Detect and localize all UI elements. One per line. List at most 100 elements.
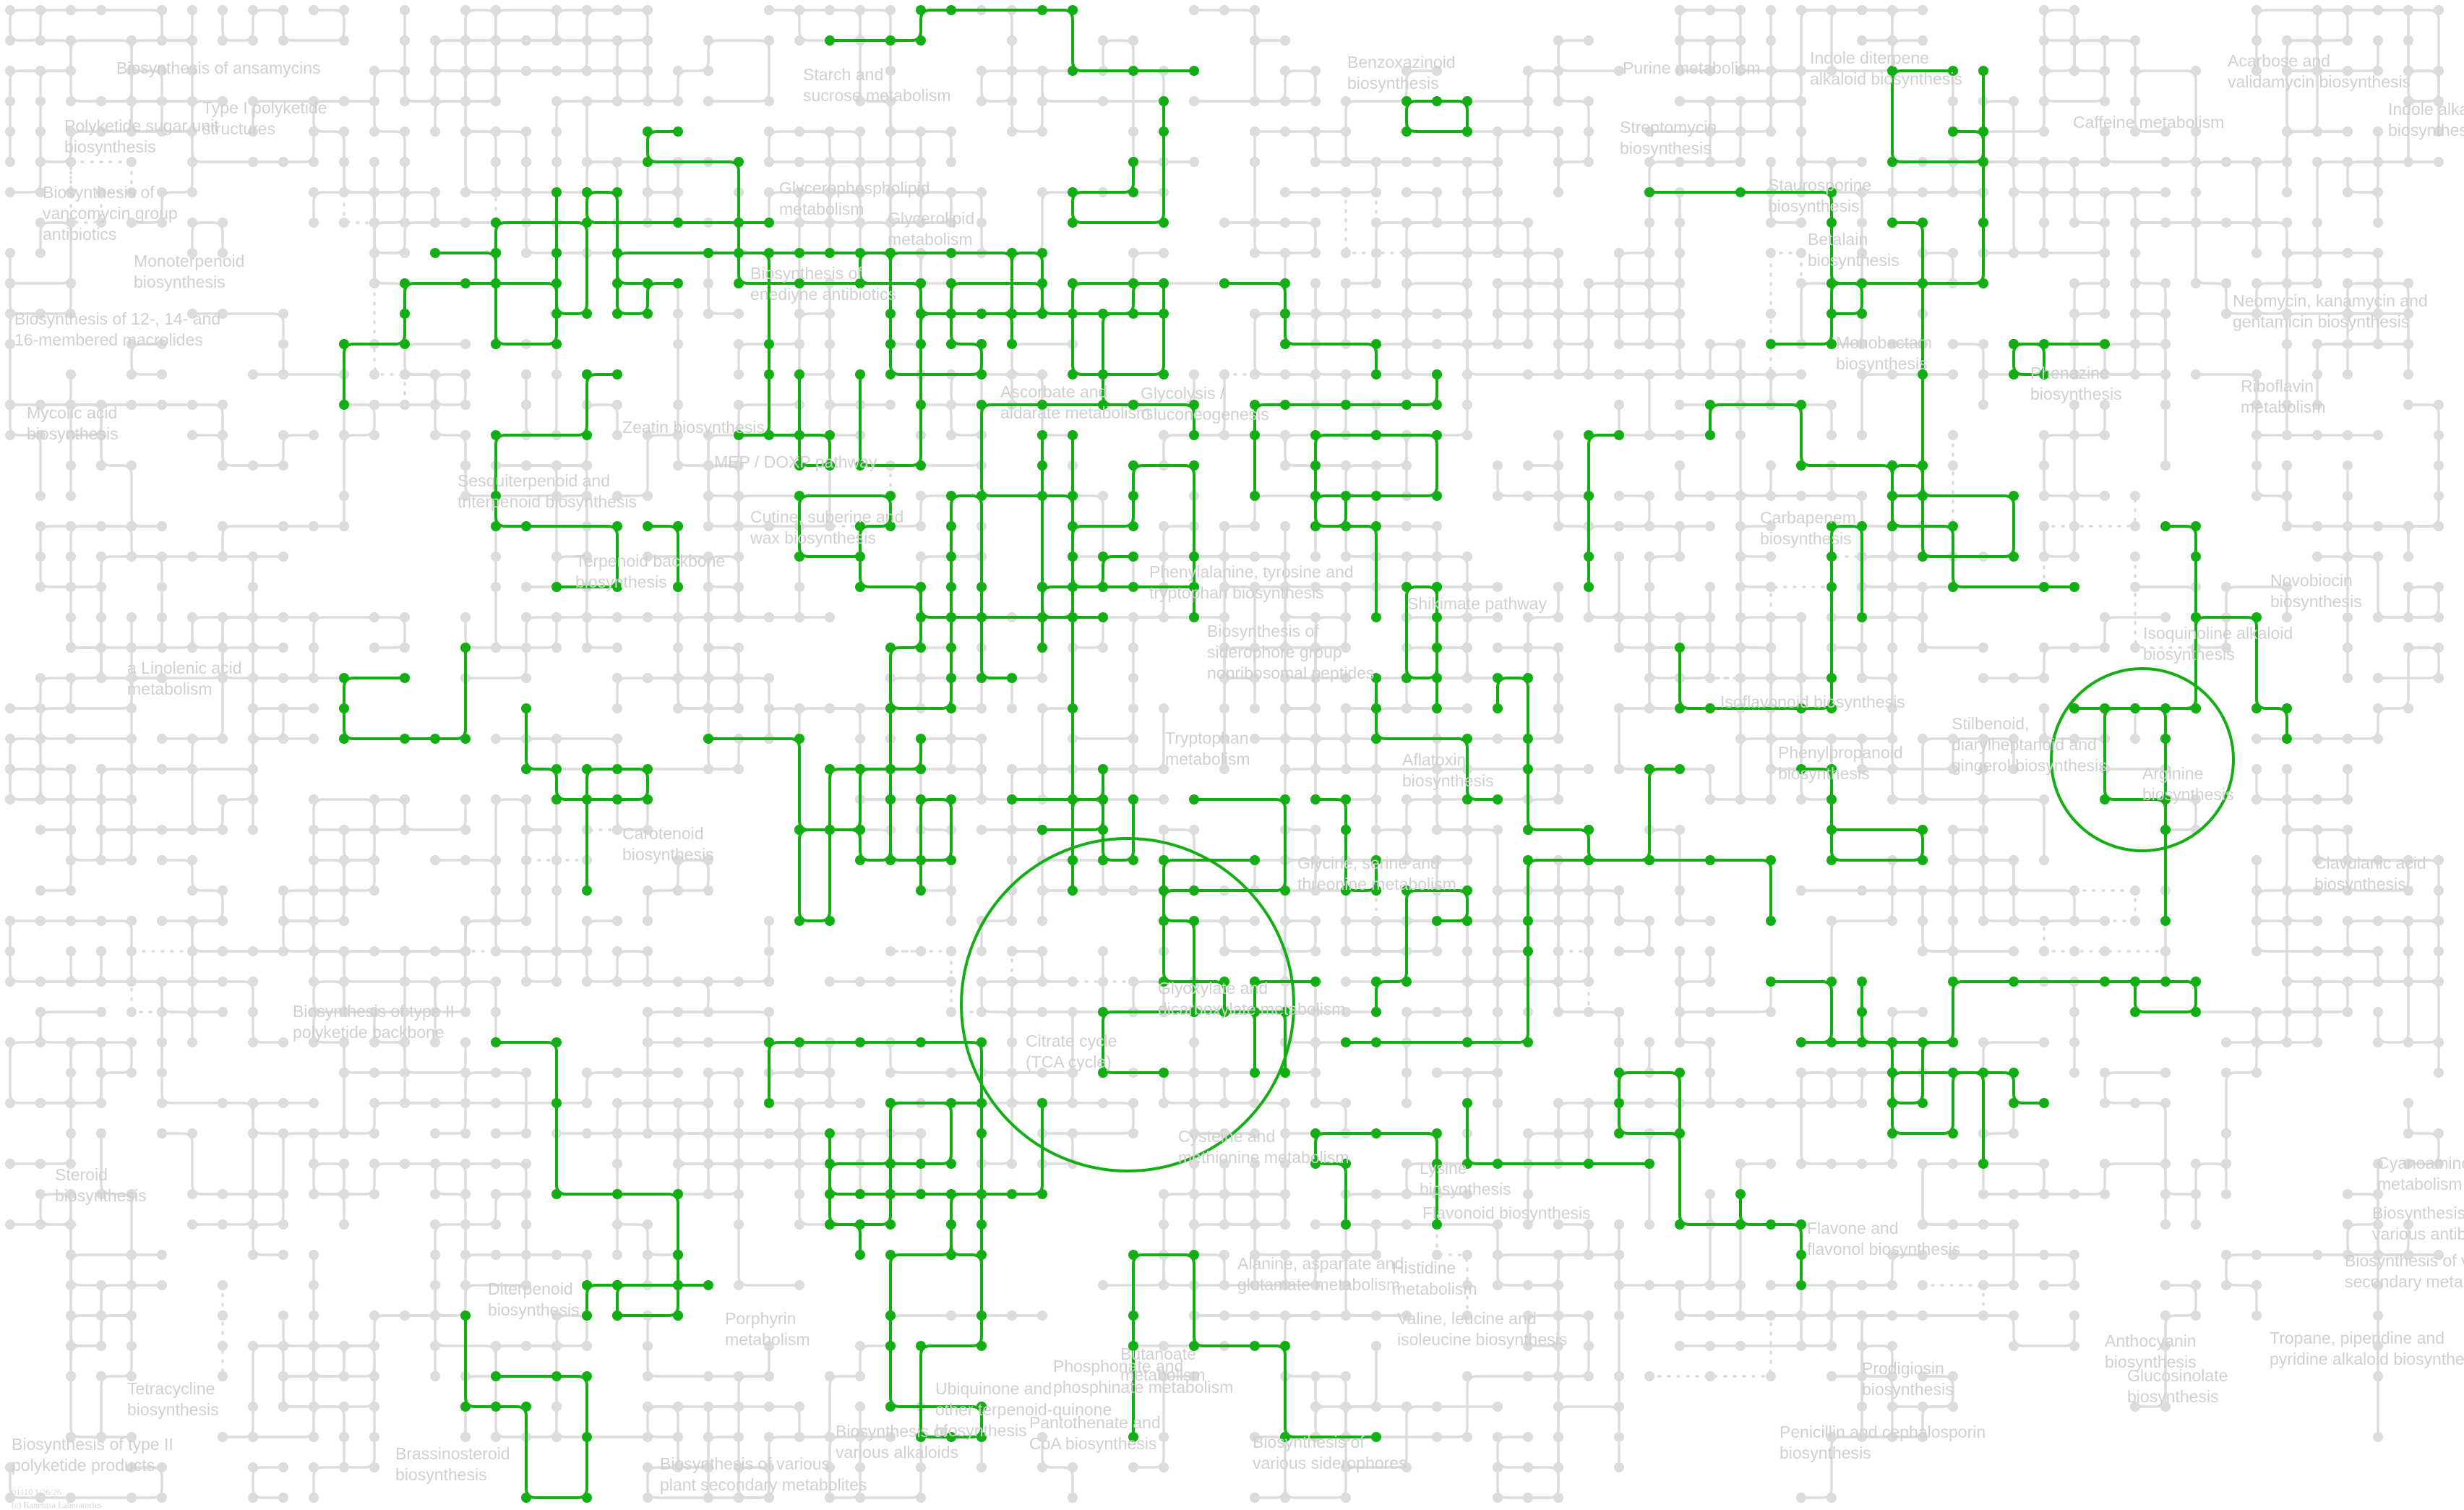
svg-text:Tetracycline: Tetracycline [127,1379,215,1398]
svg-text:biosynthesis: biosynthesis [55,1186,147,1205]
svg-text:Glucosinolate: Glucosinolate [2127,1366,2228,1385]
svg-text:Terpenoid backbone: Terpenoid backbone [575,552,725,570]
svg-text:biosynthesis: biosynthesis [2030,385,2122,403]
svg-text:Neomycin, kanamycin and: Neomycin, kanamycin and [2233,291,2428,310]
svg-text:Ubiquinone and: Ubiquinone and [935,1379,1052,1398]
svg-text:Caffeine metabolism: Caffeine metabolism [2073,113,2224,132]
svg-text:biosynthesis: biosynthesis [2143,645,2235,664]
svg-text:a Linolenic acid: a Linolenic acid [127,659,242,677]
svg-text:Biosynthesis of: Biosynthesis of [2372,1204,2464,1222]
svg-text:biosynthesis: biosynthesis [2270,592,2362,611]
svg-text:Biosynthesis of: Biosynthesis of [750,264,862,283]
svg-text:biosynthesis: biosynthesis [1402,771,1494,790]
svg-text:vancomycin group: vancomycin group [43,204,178,223]
svg-text:Phenylalanine, tyrosine and: Phenylalanine, tyrosine and [1149,562,1354,581]
svg-text:metabolism: metabolism [725,1330,810,1349]
svg-text:Glycine, serine and: Glycine, serine and [1297,854,1440,872]
svg-text:Prodigiosin: Prodigiosin [1862,1359,1944,1378]
svg-text:Polyketide sugar unit: Polyketide sugar unit [64,116,219,135]
svg-text:Cysteine and: Cysteine and [1178,1127,1275,1146]
svg-text:gingerol biosynthesis: gingerol biosynthesis [1952,756,2107,775]
svg-text:Isoflavonoid biosynthesis: Isoflavonoid biosynthesis [1720,692,1905,711]
svg-text:aldarate metabolism: aldarate metabolism [1000,403,1150,422]
svg-text:Sesquiterpenoid and: Sesquiterpenoid and [458,471,610,490]
svg-text:Tryptophan: Tryptophan [1165,729,1249,747]
svg-text:Glyoxylate and: Glyoxylate and [1158,979,1268,998]
svg-text:Biosynthesis of type II: Biosynthesis of type II [293,1002,455,1021]
svg-text:Starch and: Starch and [803,65,883,84]
svg-text:biosynthesis: biosynthesis [1808,251,1899,270]
svg-text:secondary metabolites: secondary metabolites [2345,1272,2464,1291]
svg-text:polyketide backbone: polyketide backbone [293,1023,445,1042]
svg-text:Biosynthesis of 12-, 14- and: Biosynthesis of 12-, 14- and [14,309,220,328]
svg-text:siderophore group: siderophore group [1207,643,1342,661]
svg-text:biosynthesis: biosynthesis [27,424,119,443]
svg-text:MEP / DOXP pathway: MEP / DOXP pathway [714,452,877,471]
svg-text:Aflatoxin: Aflatoxin [1402,750,1466,769]
svg-text:Biosynthesis of various: Biosynthesis of various [660,1454,830,1473]
svg-text:biosynthesis: biosynthesis [575,572,667,591]
svg-text:Novobiocin: Novobiocin [2270,571,2353,590]
svg-text:16-membered macrolides: 16-membered macrolides [14,330,203,349]
svg-text:biosynthesis: biosynthesis [488,1300,580,1319]
svg-text:Diterpenoid: Diterpenoid [488,1279,573,1298]
svg-text:biosynthesis: biosynthesis [1768,197,1860,215]
svg-text:Butanoate: Butanoate [1120,1344,1196,1363]
svg-text:Biosynthesis of ansamycins: Biosynthesis of ansamycins [116,59,321,77]
svg-text:biosynthesis: biosynthesis [1780,1443,1871,1462]
svg-text:metabolism: metabolism [2377,1175,2463,1193]
svg-text:Zeatin biosynthesis: Zeatin biosynthesis [622,418,765,437]
svg-text:methionine metabolism: methionine metabolism [1178,1148,1349,1167]
svg-text:Mycolic acid: Mycolic acid [27,403,117,422]
svg-text:metabolism: metabolism [1120,1365,1206,1384]
svg-text:Carbapenem: Carbapenem [1760,508,1856,527]
svg-text:Tropane, piperidine and: Tropane, piperidine and [2270,1329,2444,1347]
svg-text:flavonol biosynthesis: flavonol biosynthesis [1807,1240,1960,1258]
svg-text:plant secondary metabolites: plant secondary metabolites [660,1475,867,1494]
svg-text:Glycerolipid: Glycerolipid [888,209,974,228]
svg-text:various antibiotics: various antibiotics [2372,1224,2464,1243]
svg-text:Glycerophospholipid: Glycerophospholipid [779,179,930,197]
svg-text:Biosynthesis of: Biosynthesis of [43,183,155,202]
svg-text:Phenylpropanoid: Phenylpropanoid [1778,743,1903,762]
svg-text:Phenazine: Phenazine [2030,364,2109,382]
svg-text:biosynthesis: biosynthesis [1347,74,1439,93]
svg-text:sucrose metabolism: sucrose metabolism [803,86,951,105]
svg-text:Lysine: Lysine [1420,1159,1467,1177]
svg-text:Anthocyanin: Anthocyanin [2105,1331,2197,1350]
svg-text:isoleucine biosynthesis: isoleucine biosynthesis [1397,1330,1567,1349]
svg-text:Gluconeogenesis: Gluconeogenesis [1141,405,1269,424]
svg-text:Valine, leucine and: Valine, leucine and [1397,1309,1537,1328]
svg-text:biosynthesis: biosynthesis [127,1400,219,1419]
svg-text:Isoquinoline alkaloid: Isoquinoline alkaloid [2143,624,2293,643]
svg-text:Monoterpenoid: Monoterpenoid [134,252,244,270]
svg-text:gentamicin biosynthesis: gentamicin biosynthesis [2233,312,2409,331]
svg-text:biosynthesis: biosynthesis [935,1421,1027,1440]
svg-text:Stilbenoid,: Stilbenoid, [1952,714,2029,733]
svg-text:Glycolysis /: Glycolysis / [1141,384,1225,403]
svg-text:Cutine, suberine and: Cutine, suberine and [750,507,903,526]
svg-text:(c) Kanehisa Laboratories: (c) Kanehisa Laboratories [12,1500,102,1510]
svg-text:Ascorbate and: Ascorbate and [1000,382,1107,401]
svg-text:Carotenoid: Carotenoid [622,824,704,843]
svg-text:polyketide products: polyketide products [12,1456,155,1475]
svg-text:Shikimate pathway: Shikimate pathway [1407,594,1547,613]
svg-text:enediyne antibiotics: enediyne antibiotics [750,285,896,304]
svg-text:Brassinosteroid: Brassinosteroid [395,1444,510,1463]
svg-text:tryptophan biosynthesis: tryptophan biosynthesis [1149,583,1324,602]
svg-text:biosynthesis: biosynthesis [1620,139,1712,158]
svg-text:Purine metabolism: Purine metabolism [1623,59,1760,77]
svg-text:various siderophores: various siderophores [1253,1454,1407,1472]
svg-text:Porphyrin: Porphyrin [725,1309,796,1328]
svg-text:dicarboxylate metabolism: dicarboxylate metabolism [1158,1000,1346,1018]
svg-text:Monobactam: Monobactam [1836,333,1932,352]
svg-text:biosynthesis: biosynthesis [622,845,714,864]
svg-text:alkaloid biosynthesis: alkaloid biosynthesis [1810,69,1962,88]
svg-text:Alanine, aspartate and: Alanine, aspartate and [1237,1254,1404,1273]
svg-text:Staurosporine: Staurosporine [1768,176,1871,194]
svg-text:Cyanoamino acid: Cyanoamino acid [2377,1154,2464,1172]
svg-text:CoA biosynthesis: CoA biosynthesis [1029,1434,1156,1453]
svg-text:metabolism: metabolism [1392,1279,1477,1298]
svg-text:metabolism: metabolism [779,200,864,218]
svg-text:biosynthesis: biosynthesis [2388,121,2464,140]
